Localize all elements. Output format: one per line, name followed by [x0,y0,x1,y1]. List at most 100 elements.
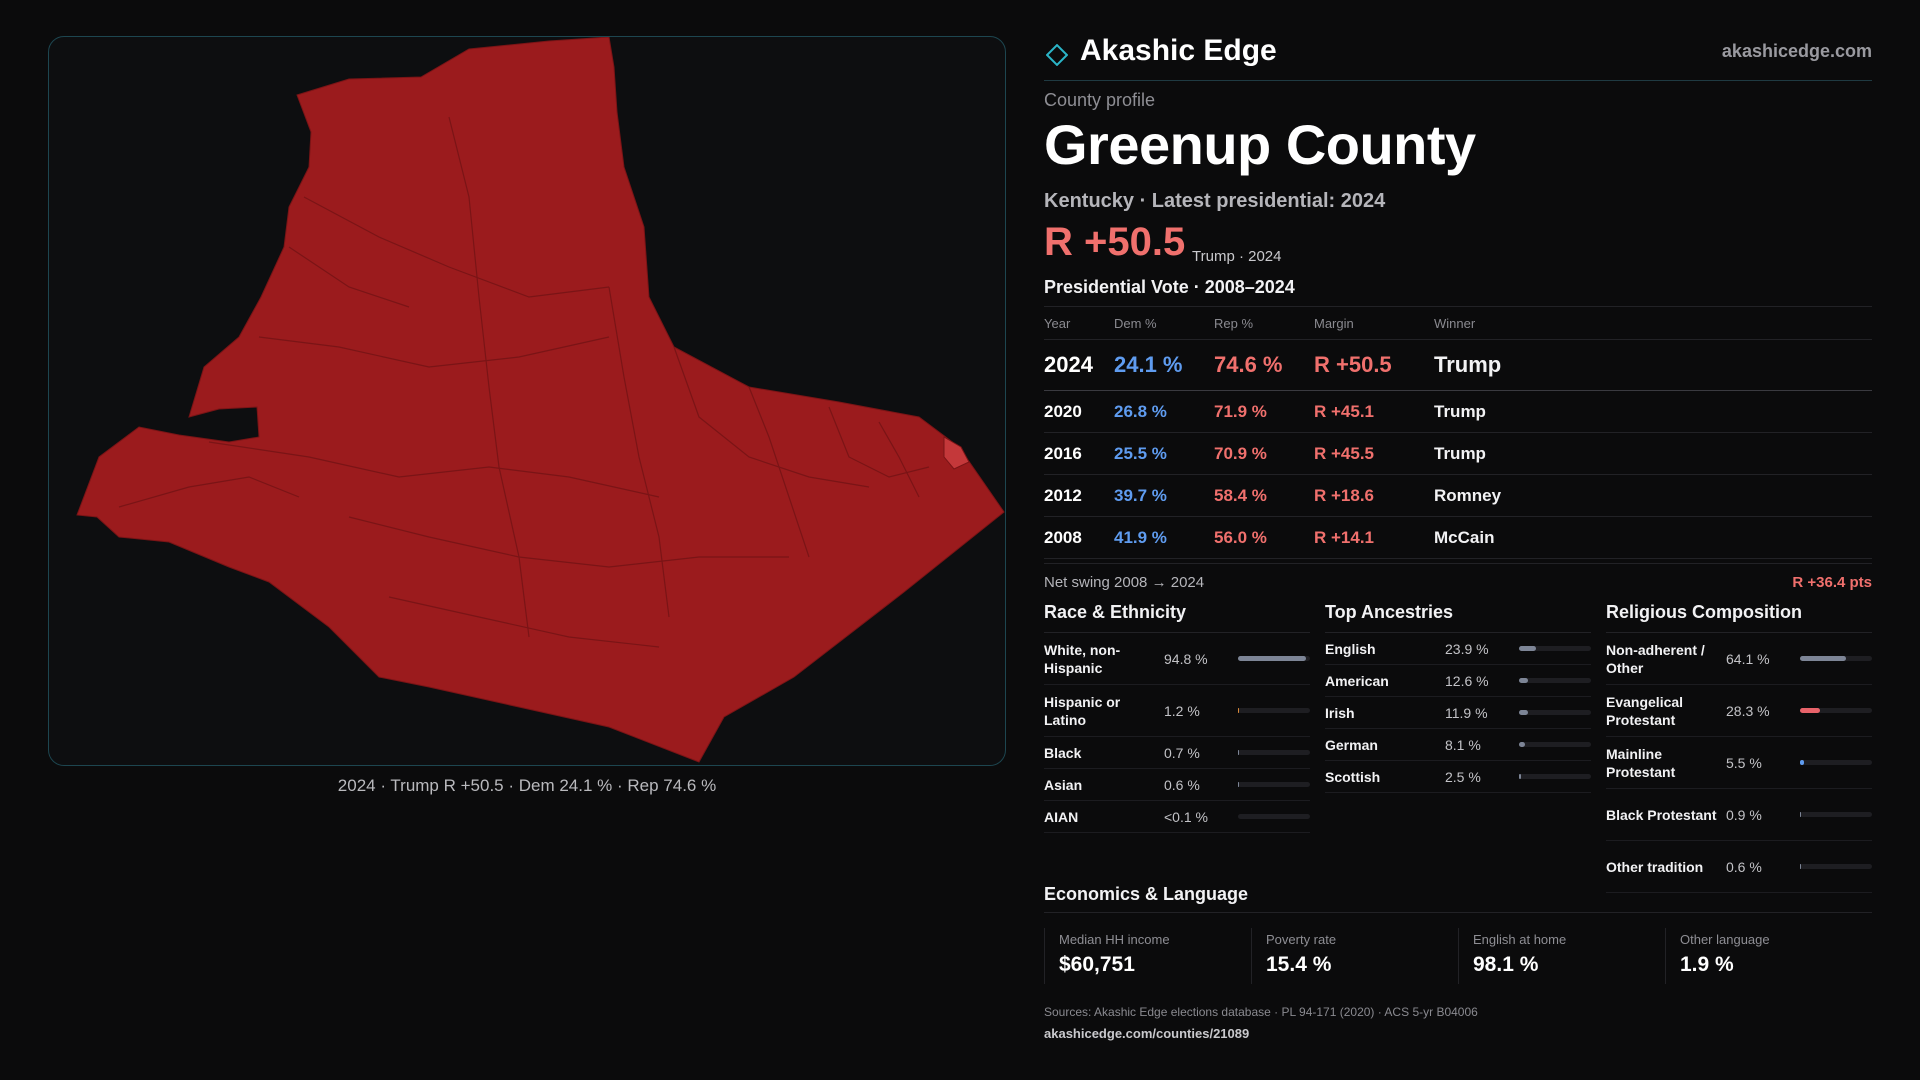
list-item: German 8.1 % [1325,729,1591,761]
table-row: 2008 41.9 % 56.0 % R +14.1 McCain [1044,517,1872,559]
metric-label: English [1325,640,1376,657]
metric-label: Evangelical Protestant [1606,693,1684,728]
stat-value: $60,751 [1059,953,1135,976]
metric-bar-track [1238,656,1310,661]
stat-label: Median HH income [1059,932,1170,947]
cell-winner: McCain [1434,527,1495,547]
cell-dem: 26.8 % [1114,401,1167,421]
metric-bar-track [1238,782,1310,787]
metric-bar-track [1800,812,1872,817]
cell-rep: 71.9 % [1214,401,1267,421]
metric-bar-track [1800,864,1872,869]
metric-label: Non-adherent / Other [1606,641,1705,676]
metric-bar-track [1519,774,1591,779]
stat-label: Poverty rate [1266,932,1337,947]
metric-label: Asian [1044,776,1083,793]
map-caption: 2024 · Trump R +50.5 · Dem 24.1 % · Rep … [337,776,717,795]
table-row: 2024 24.1 % 74.6 % R +50.5 Trump [1044,340,1872,391]
stat-english-at-home: English at home 98.1 % [1458,928,1665,984]
list-item: Asian 0.6 % [1044,769,1310,801]
ancestries-panel: Top Ancestries English 23.9 % American 12.6… [1325,602,1591,793]
precinct-boundary [673,346,870,488]
metric-label: Black Protestant [1606,806,1717,823]
metric-label: German [1325,736,1378,753]
precinct-boundary [878,421,920,498]
net-swing-label: Net swing 2008 → 2024 [1044,574,1205,591]
cell-margin: R +50.5 [1314,352,1392,377]
metric-bar-fill [1238,750,1240,755]
precinct-boundaries [118,116,930,648]
stat-median-income: Median HH income $60,751 [1044,928,1251,984]
county-page-link[interactable]: akashicedge.com/counties/21089 [1044,1026,1250,1041]
metric-value: 1.2 % [1164,702,1200,719]
list-item: English 23.9 % [1325,633,1591,665]
vote-table-header: Year Dem % Rep % Margin Winner [1044,307,1872,340]
table-row: 2012 39.7 % 58.4 % R +18.6 Romney [1044,475,1872,517]
metric-bar-fill [1238,708,1240,713]
metric-value: 28.3 % [1726,702,1770,719]
county-map[interactable] [48,36,1006,766]
cell-year: 2016 [1044,443,1082,463]
cell-year: 2012 [1044,485,1082,505]
stat-other-language: Other language 1.9 % [1665,928,1872,984]
cell-year: 2024 [1044,352,1093,377]
metric-bar-track [1238,814,1310,819]
cell-dem: 25.5 % [1114,443,1167,463]
header-year: Year [1044,315,1071,331]
cell-rep: 70.9 % [1214,443,1267,463]
list-item: Mainline Protestant 5.5 % [1606,737,1872,789]
metric-bar-track [1800,708,1872,713]
metric-bar-fill [1519,710,1528,715]
cell-dem: 41.9 % [1114,527,1167,547]
precinct-boundary [748,386,810,558]
list-item: Irish 11.9 % [1325,697,1591,729]
profile-kicker: County profile [1044,90,1156,110]
metric-label: AIAN [1044,808,1079,825]
race-list: White, non-Hispanic 94.8 % Hispanic or Lat… [1044,633,1310,833]
county-shape[interactable] [76,37,1005,763]
metric-bar-fill [1800,656,1847,661]
metric-bar-fill [1800,708,1821,713]
header-margin: Margin [1314,315,1354,331]
metric-value: 0.6 % [1164,776,1200,793]
cell-dem: 24.1 % [1114,352,1183,377]
metric-bar-track [1519,710,1591,715]
list-item: Evangelical Protestant 28.3 % [1606,685,1872,737]
metric-bar-fill [1238,656,1307,661]
economics-section-title: Economics & Language [1044,884,1872,913]
precinct-boundary [208,441,660,498]
brand-url-link[interactable]: akashicedge.com [1721,41,1872,61]
economics-stats: Median HH income $60,751 Poverty rate 15… [1044,928,1872,984]
metric-label: Irish [1325,704,1355,721]
headline-note: Trump · 2024 [1192,248,1282,265]
precinct-boundary [388,596,660,648]
religion-section-title: Religious Composition [1606,602,1872,633]
cell-year: 2020 [1044,401,1082,421]
metric-bar-fill [1800,760,1804,765]
cell-margin: R +45.1 [1314,401,1375,421]
list-item: Scottish 2.5 % [1325,761,1591,793]
precinct-boundary [288,246,410,308]
headline-margin: R +50.5 [1044,220,1186,264]
cell-winner: Trump [1434,401,1486,421]
cell-rep: 56.0 % [1214,527,1267,547]
cell-margin: R +18.6 [1314,485,1375,505]
metric-value: 0.9 % [1726,806,1762,823]
header-winner: Winner [1434,315,1476,331]
metric-bar-fill [1519,646,1537,651]
metric-label: Mainline Protestant [1606,745,1676,780]
ancestry-section-title: Top Ancestries [1325,602,1591,633]
metric-label: Other tradition [1606,858,1704,875]
metric-label: Scottish [1325,768,1381,785]
cell-winner: Trump [1434,352,1502,377]
metric-bar-track [1800,760,1872,765]
metric-bar-fill [1800,864,1802,869]
profile-subtitle: Kentucky · Latest presidential: 2024 [1044,190,1386,212]
cell-winner: Trump [1434,443,1486,463]
brand-header: Akashic Edge akashicedge.com [1044,34,1872,81]
metric-bar-track [1800,656,1872,661]
stat-value: 15.4 % [1266,953,1332,976]
race-section-title: Race & Ethnicity [1044,602,1310,633]
metric-value: 12.6 % [1445,672,1489,689]
list-item: American 12.6 % [1325,665,1591,697]
